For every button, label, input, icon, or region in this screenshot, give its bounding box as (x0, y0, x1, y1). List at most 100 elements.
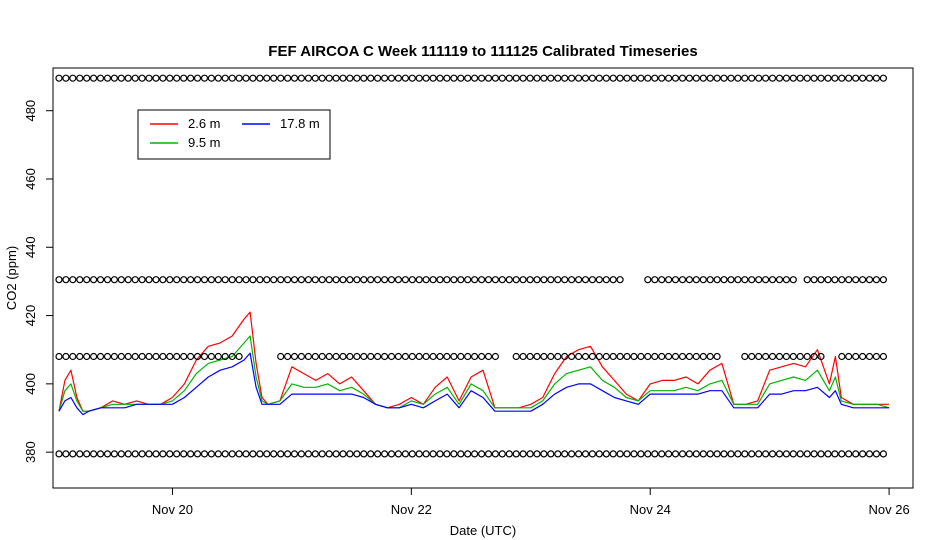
calibration-point (415, 450, 423, 458)
calibration-point (76, 276, 84, 284)
calibration-point (200, 352, 209, 361)
calibration-point (76, 74, 84, 82)
calibration-point (817, 74, 825, 82)
calibration-point (858, 276, 867, 284)
calibration-point (755, 352, 763, 361)
calibration-point (103, 74, 112, 82)
calibration-point (561, 276, 569, 284)
calibration-point (374, 276, 382, 284)
calibration-point (720, 450, 728, 458)
calibration-point (360, 74, 368, 82)
calibration-point (775, 276, 784, 284)
calibration-point (845, 450, 853, 458)
calibration-point (581, 450, 590, 458)
calibration-point (242, 450, 250, 458)
calibration-point (103, 450, 112, 458)
calibration-point (450, 352, 458, 361)
calibration-point (478, 276, 486, 284)
calibration-point (623, 450, 631, 458)
calibration-point (588, 276, 597, 284)
y-tick-label: 380 (23, 441, 38, 463)
y-tick-label: 460 (23, 168, 38, 190)
calibration-point (678, 450, 687, 458)
calibration-point (318, 352, 326, 361)
calibration-point (852, 276, 860, 284)
calibration-point (755, 276, 763, 284)
calibration-point (145, 276, 153, 284)
calibration-point (498, 450, 506, 458)
calibration-point (297, 352, 305, 361)
calibration-point (616, 74, 624, 82)
calibration-point (879, 450, 888, 458)
calibration-point (457, 352, 465, 361)
calibration-point (415, 352, 423, 361)
calibration-point (256, 74, 264, 82)
calibration-point (381, 74, 389, 82)
calibration-point (429, 352, 437, 361)
calibration-point (235, 74, 243, 82)
calibration-point (394, 74, 402, 82)
calibration-point (845, 74, 853, 82)
calibration-point (131, 74, 139, 82)
calibration-point (574, 276, 583, 284)
calibration-point (187, 352, 195, 361)
calibration-point (644, 352, 652, 361)
calibration-point (852, 352, 860, 361)
calibration-point (810, 276, 818, 284)
calibration-point (284, 74, 292, 82)
calibration-point (817, 352, 825, 361)
calibration-point (367, 352, 375, 361)
calibration-point (443, 450, 451, 458)
calibration-point (89, 450, 98, 458)
calibration-point (581, 74, 590, 82)
calibration-point (207, 276, 215, 284)
calibration-point (872, 74, 881, 82)
calibration-point (692, 352, 700, 361)
legend-label: 17.8 m (280, 116, 320, 131)
calibration-point (554, 276, 562, 284)
calibration-point (824, 450, 832, 458)
calibration-point (734, 74, 742, 82)
calibration-point (360, 450, 368, 458)
calibration-point (152, 276, 160, 284)
series-line-2-6-m (58, 311, 890, 412)
calibration-point (367, 276, 375, 284)
calibration-point (69, 450, 77, 458)
calibration-point (436, 276, 444, 284)
calibration-point (325, 276, 333, 284)
calibration-point (637, 450, 645, 458)
calibration-point (117, 352, 125, 361)
calibration-point (727, 74, 735, 82)
calibration-point (242, 74, 250, 82)
calibration-point (748, 450, 756, 458)
calibration-point (124, 276, 132, 284)
calibration-point (540, 450, 548, 458)
calibration-point (879, 276, 888, 284)
calibration-point (187, 74, 195, 82)
calibration-point (685, 276, 694, 284)
calibration-point (796, 450, 804, 458)
calibration-point (207, 352, 215, 361)
calibration-point (415, 276, 423, 284)
series-layer (58, 311, 890, 416)
calibration-point (214, 74, 222, 82)
calibration-point (803, 450, 811, 458)
calibration-point (782, 450, 791, 458)
calibration-point (671, 352, 680, 361)
calibration-point (415, 74, 423, 82)
calibration-point (103, 352, 112, 361)
calibration-point (574, 74, 583, 82)
calibration-point (651, 74, 659, 82)
legend-label: 9.5 m (188, 135, 221, 150)
calibration-point (533, 74, 541, 82)
calibration-point (367, 450, 375, 458)
calibration-point (498, 276, 506, 284)
calibration-point (173, 74, 181, 82)
calibration-point (865, 276, 874, 284)
calibration-point (478, 74, 486, 82)
calibration-point (408, 352, 416, 361)
calibration-point (602, 74, 610, 82)
calibration-point (277, 352, 285, 361)
calibration-point (768, 352, 777, 361)
calibration-point (706, 276, 714, 284)
